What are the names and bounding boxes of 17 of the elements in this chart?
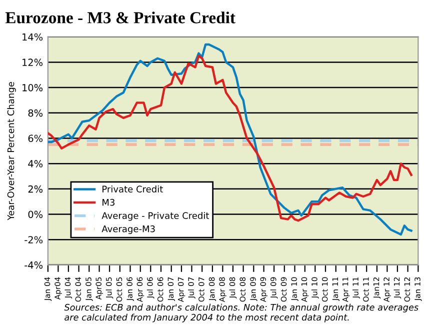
y-tick-label: -4%	[24, 261, 43, 269]
y-tick-label: 2%	[28, 185, 43, 193]
legend-label: Average-M3	[102, 225, 155, 234]
y-tick-label: -2%	[24, 236, 43, 244]
y-tick-label: 12%	[22, 58, 43, 66]
y-tick-label: 4%	[28, 160, 43, 168]
y-tick-label: 8%	[28, 109, 43, 117]
y-tick-label: 0%	[28, 210, 43, 218]
source-note: Sources: ECB and author's calculations. Note: The annual growth rate averages are calculated from January 2004 to the most recent data point.	[64, 304, 418, 322]
legend-label: M3	[102, 198, 114, 206]
legend-label: Private Credit	[102, 186, 163, 192]
legend-label: Average - Private Credit	[102, 212, 209, 221]
y-tick-label: 14%	[22, 33, 43, 41]
chart-title: Eurozone - M3 & Private Credit	[5, 12, 236, 24]
y-tick-label: 10%	[22, 84, 43, 92]
y-tick-label: 6%	[28, 134, 43, 142]
y-axis-title: Year-Over-Year Percent Change	[7, 82, 16, 220]
